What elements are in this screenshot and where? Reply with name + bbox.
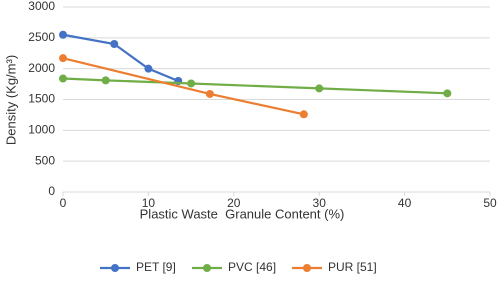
y-tick-label: 0 xyxy=(48,184,55,198)
x-axis-label: Plastic Waste Granule Content (%) xyxy=(140,206,345,221)
data-point xyxy=(315,84,324,93)
data-point xyxy=(59,30,67,39)
series-line xyxy=(62,77,448,95)
y-tick-label: 500 xyxy=(35,153,55,167)
y-tick-label: 3000 xyxy=(28,0,55,13)
x-tick-label: 0 xyxy=(60,196,67,210)
y-axis-label: Density (Kg/m³) xyxy=(3,55,18,145)
x-tick-label: 10 xyxy=(142,196,156,210)
x-tick-label: 50 xyxy=(483,196,497,210)
x-tick-label: 20 xyxy=(227,196,241,210)
data-point xyxy=(144,64,153,73)
data-point xyxy=(101,76,110,85)
legend-label: PVC [46] xyxy=(228,260,276,274)
legend-marker xyxy=(111,264,119,272)
legend-marker xyxy=(303,264,311,272)
y-tick-label: 2500 xyxy=(28,30,55,44)
legend-marker xyxy=(203,264,211,272)
data-point xyxy=(187,79,196,88)
data-point xyxy=(205,89,214,98)
y-tick-label: 1000 xyxy=(28,123,55,137)
x-tick-label: 30 xyxy=(313,196,327,210)
legend-label: PUR [51] xyxy=(328,260,377,274)
series-line xyxy=(62,33,179,83)
data-point xyxy=(443,89,452,98)
legend-label: PET [9] xyxy=(136,260,176,274)
data-point xyxy=(59,74,67,83)
data-point xyxy=(59,54,67,63)
y-tick-label: 1500 xyxy=(28,92,55,106)
x-tick-label: 40 xyxy=(398,196,412,210)
data-point xyxy=(299,110,308,119)
y-tick-label: 2000 xyxy=(28,61,55,75)
data-point xyxy=(110,40,119,48)
